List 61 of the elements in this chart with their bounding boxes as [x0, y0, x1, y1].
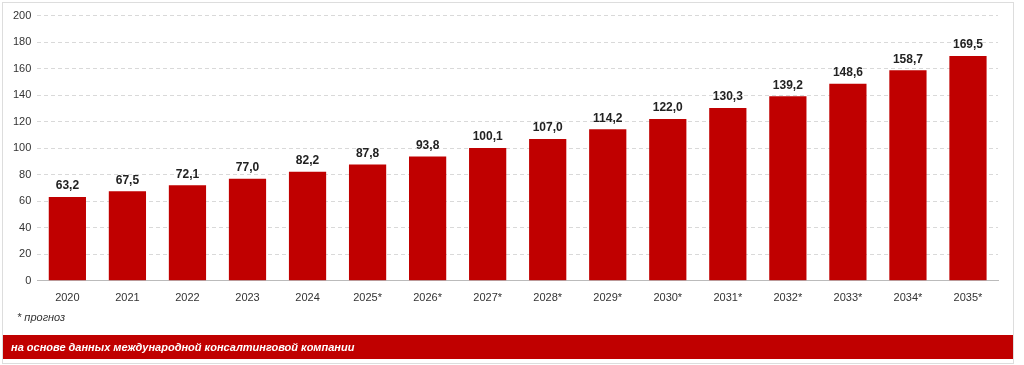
y-tick-label: 0: [25, 273, 32, 286]
x-tick-label: 2022: [175, 291, 200, 304]
bar: [889, 70, 927, 281]
y-tick-label: 20: [19, 247, 32, 260]
data-label: 114,2: [593, 110, 623, 125]
data-label: 82,2: [295, 153, 320, 168]
y-tick-label: 180: [12, 35, 32, 48]
data-label: 67,5: [115, 172, 140, 187]
data-label: 87,8: [355, 145, 380, 160]
x-tick-label: 2031*: [713, 291, 743, 304]
x-tick-label: 2025*: [353, 291, 383, 304]
y-tick-label: 140: [12, 88, 32, 101]
data-label: 169,5: [952, 37, 984, 52]
x-tick-label: 2020: [55, 291, 80, 304]
y-tick-label: 160: [12, 61, 32, 74]
data-label: 122,0: [652, 100, 684, 115]
y-tick-label: 60: [19, 194, 32, 207]
bar: [108, 191, 147, 281]
x-tick-label: 2021: [115, 291, 140, 304]
y-tick-label: 100: [12, 141, 32, 154]
bar: [469, 148, 507, 281]
text: * прогноз: [17, 311, 66, 323]
text: на основе данных международной консалтинговой компании: [3, 335, 1013, 359]
data-label: 139,2: [772, 77, 804, 92]
data-label: 72,1: [175, 166, 200, 181]
bar: [48, 197, 86, 281]
x-tick-label: 2028*: [533, 291, 563, 304]
bar: [589, 129, 627, 281]
bar: [228, 178, 267, 281]
x-tick-label: 2023: [235, 291, 260, 304]
data-label: 77,0: [235, 160, 260, 175]
x-tick-label: 2032*: [773, 291, 803, 304]
y-tick-label: 120: [12, 114, 32, 127]
y-tick-label: 40: [19, 220, 32, 233]
bar: [949, 56, 987, 281]
x-tick-label: 2029*: [593, 291, 623, 304]
x-tick-label: 2035*: [953, 291, 984, 304]
data-label: 130,3: [712, 89, 744, 104]
data-label: 148,6: [832, 65, 864, 80]
data-label: 63,2: [55, 178, 80, 193]
bar: [649, 119, 687, 281]
x-tick-label: 2030*: [653, 291, 683, 304]
bar: [529, 138, 567, 281]
bar: [769, 96, 807, 281]
data-label: 100,1: [472, 129, 503, 144]
x-tick-label: 2026*: [413, 291, 443, 304]
x-tick-label: 2033*: [833, 291, 863, 304]
x-tick-label: 2034*: [893, 291, 924, 304]
data-label: 93,8: [415, 137, 440, 152]
data-label: 107,0: [532, 120, 564, 135]
bar: [288, 171, 327, 281]
bar: [168, 185, 207, 281]
bar: [409, 156, 447, 281]
bar: [348, 164, 387, 281]
x-tick-label: 2024: [295, 291, 320, 304]
y-tick-label: 200: [12, 8, 32, 21]
bar: [829, 83, 867, 281]
data-label: 158,7: [892, 51, 924, 66]
x-tick-label: 2027*: [473, 291, 503, 304]
y-tick-label: 80: [19, 167, 32, 180]
bar: [709, 108, 747, 281]
